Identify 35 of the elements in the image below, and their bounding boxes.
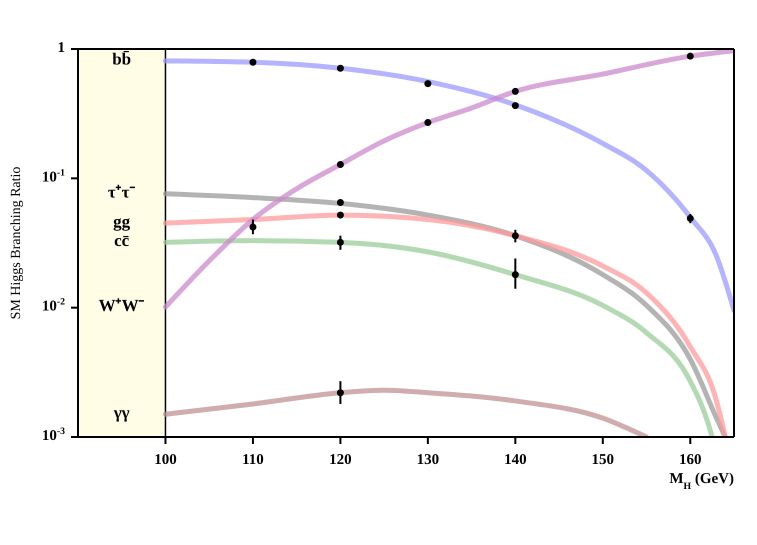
x-tick-label: 150 xyxy=(592,452,614,468)
x-tick-label: 160 xyxy=(679,452,702,468)
point xyxy=(512,271,519,278)
x-tick-label: 110 xyxy=(242,452,264,468)
text: γγ xyxy=(112,403,130,422)
point xyxy=(336,389,344,396)
point xyxy=(512,102,519,110)
point xyxy=(336,160,344,168)
text: cc̄ xyxy=(114,231,130,250)
x-tick-label: 130 xyxy=(416,452,440,468)
x-tick-label: 120 xyxy=(329,452,352,468)
y-axis-title: SM Higgs Branching Ratio xyxy=(9,166,24,320)
point xyxy=(424,80,432,88)
x-tick-label: 140 xyxy=(504,452,527,468)
x-axis-title: M$_{H}$ (GeV) xyxy=(669,471,734,492)
series-label: τ⁺τ⁻ xyxy=(108,182,136,202)
point xyxy=(336,64,344,72)
y-tick-label: 10$^{-3}$ xyxy=(42,426,66,444)
point xyxy=(686,214,694,222)
point xyxy=(336,199,344,206)
point xyxy=(424,119,432,126)
y-tick-label: 10$^{-2}$ xyxy=(42,296,66,316)
y-tick-label: 1 xyxy=(58,40,65,56)
text: gg xyxy=(113,212,131,232)
point xyxy=(512,232,519,240)
point xyxy=(336,212,344,219)
point xyxy=(686,52,694,60)
point xyxy=(336,238,344,246)
y-tick-label: 10$^{-1}$ xyxy=(42,167,66,186)
point xyxy=(512,88,519,95)
point xyxy=(249,58,256,66)
text: bb̄ xyxy=(112,50,132,69)
series-label: W⁺W⁻ xyxy=(98,296,145,316)
x-tick-label: 100 xyxy=(154,452,177,468)
point xyxy=(249,224,256,231)
